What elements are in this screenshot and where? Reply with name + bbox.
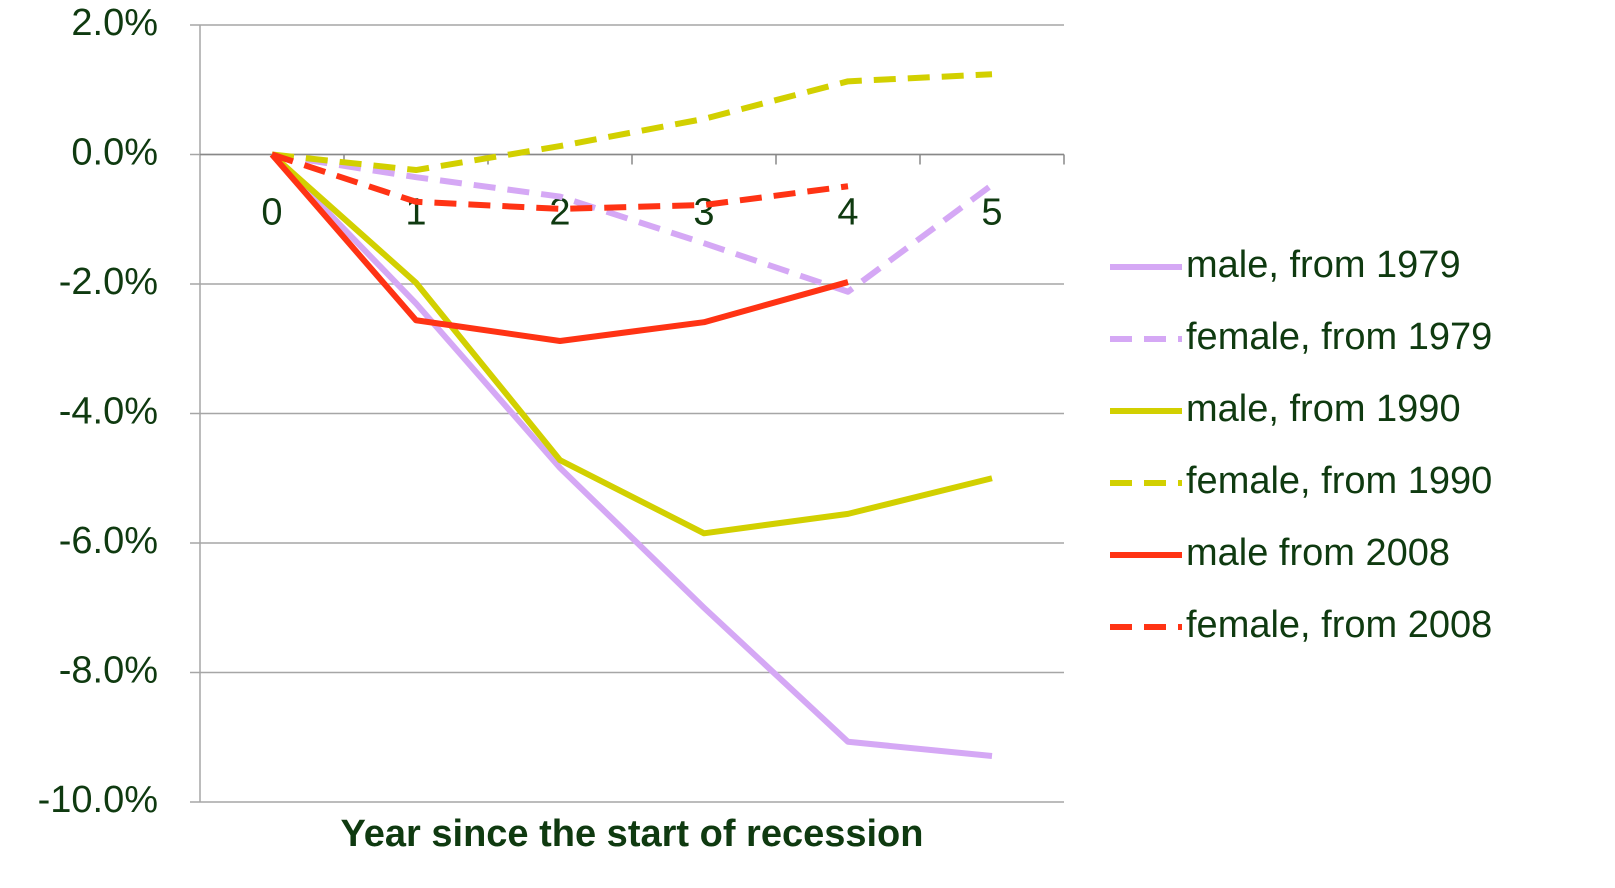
- x-tick-label: 2: [549, 192, 570, 234]
- y-tick-label: -6.0%: [59, 520, 158, 562]
- legend-label: male from 2008: [1186, 532, 1450, 574]
- x-axis-title: Year since the start of recession: [341, 813, 924, 855]
- x-tick-label: 5: [981, 192, 1002, 234]
- line-series: [271, 151, 994, 295]
- x-tick-label: 4: [837, 192, 858, 234]
- y-tick-label: -2.0%: [59, 261, 158, 303]
- line-series: [271, 71, 993, 174]
- y-tick-label: 0.0%: [71, 132, 158, 174]
- legend-label: male, from 1979: [1186, 244, 1461, 286]
- line-series: [269, 152, 993, 760]
- x-tick-label: 0: [261, 192, 282, 234]
- legend-label: male, from 1990: [1186, 388, 1461, 430]
- line-series: [270, 152, 993, 537]
- y-tick-label: 2.0%: [71, 2, 158, 44]
- line-series: [269, 152, 849, 344]
- legend-label: female, from 1979: [1186, 316, 1492, 358]
- legend-label: female, from 1990: [1186, 460, 1492, 502]
- y-tick-label: -8.0%: [59, 650, 158, 692]
- x-tick-label: 3: [693, 192, 714, 234]
- legend-label: female, from 2008: [1186, 604, 1492, 646]
- y-tick-label: -4.0%: [59, 391, 158, 433]
- line-series: [271, 151, 849, 212]
- y-tick-label: -10.0%: [38, 779, 158, 821]
